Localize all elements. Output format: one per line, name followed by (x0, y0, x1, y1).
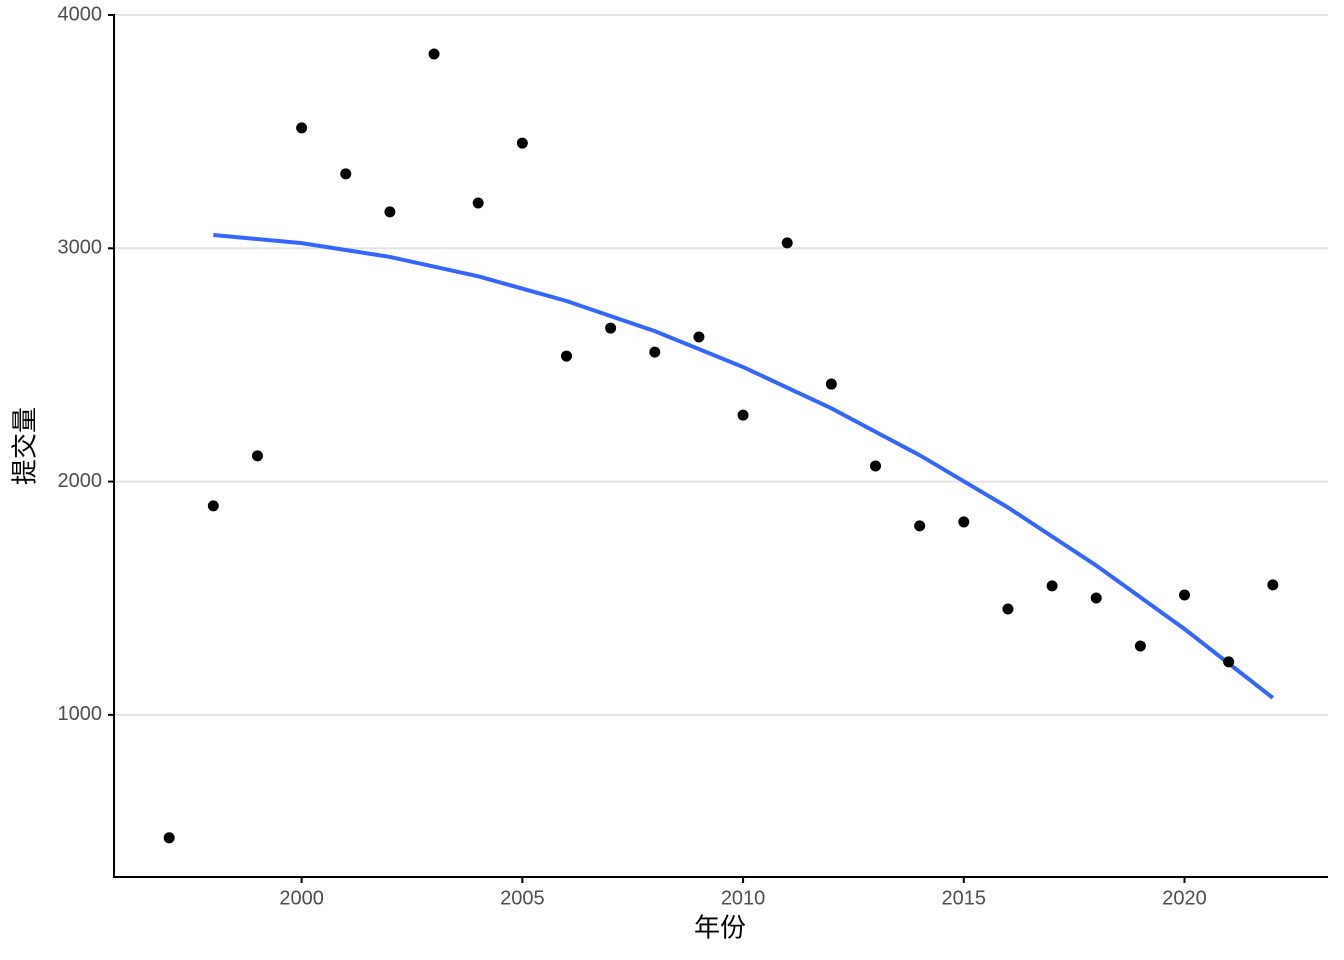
y-axis-title: 提交量 (11, 407, 41, 485)
x-tick-label: 2005 (500, 887, 545, 909)
fit-line (213, 232, 1275, 700)
point (428, 48, 440, 60)
point (560, 350, 572, 362)
point (958, 516, 970, 528)
y-tick-label: 1000 (58, 703, 103, 725)
x-tick-label: 2015 (942, 887, 987, 909)
point (251, 450, 263, 462)
point (516, 137, 528, 149)
point (1134, 640, 1146, 652)
point (914, 520, 926, 532)
point (737, 409, 749, 421)
point (693, 331, 705, 343)
y-tick-label: 4000 (58, 3, 103, 25)
y-tick-label: 3000 (58, 237, 103, 259)
point (649, 346, 661, 358)
point (825, 378, 837, 390)
point (340, 168, 352, 180)
x-tick-label: 2020 (1162, 887, 1207, 909)
point (781, 237, 793, 249)
point (605, 322, 617, 334)
point (207, 500, 219, 512)
point (1002, 603, 1014, 615)
point (870, 460, 882, 472)
point (472, 197, 484, 209)
y-tick-label: 2000 (58, 470, 103, 492)
point (1223, 656, 1235, 668)
point (1090, 592, 1102, 604)
point (1267, 579, 1279, 591)
x-tick-label: 2010 (721, 887, 766, 909)
point (296, 122, 308, 134)
point (1046, 580, 1058, 592)
x-axis-title: 年份 (694, 914, 746, 944)
point (163, 832, 175, 844)
point (1179, 589, 1191, 601)
x-tick-label: 2000 (279, 887, 324, 909)
point (384, 206, 396, 218)
